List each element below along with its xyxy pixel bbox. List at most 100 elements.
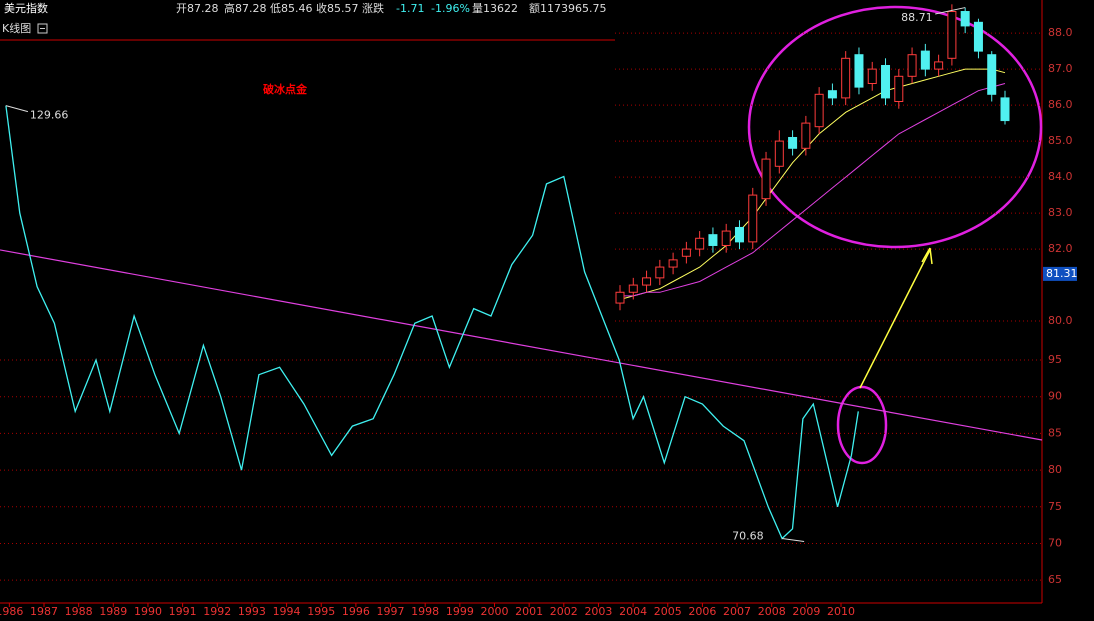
x-tick-label: 1992 xyxy=(203,605,231,618)
quote-item: 开87.28 xyxy=(176,2,219,15)
candle-body xyxy=(642,277,652,286)
x-tick-label: 2009 xyxy=(792,605,820,618)
candle-body xyxy=(628,284,638,293)
moving-average xyxy=(620,83,1006,297)
candle-body xyxy=(761,158,771,200)
symbol: 美元指数 xyxy=(4,1,48,15)
x-tick-label: 1989 xyxy=(99,605,127,618)
x-tick-label: 2001 xyxy=(515,605,543,618)
candle-body xyxy=(960,11,970,27)
x-tick-label: 1995 xyxy=(307,605,335,618)
candle-body xyxy=(788,136,798,149)
x-tick-label: 2006 xyxy=(688,605,716,618)
y-tick-label: 80 xyxy=(1048,463,1062,476)
candle-body xyxy=(721,230,731,246)
candle-body xyxy=(668,259,678,268)
y2-tick-label: 85.0 xyxy=(1048,134,1073,147)
price-line xyxy=(5,105,859,540)
candle-body xyxy=(655,266,665,279)
quote-bar: 开87.28 高87.28 低85.46 收85.57 涨跌 -1.71 -1.96% 量13… xyxy=(176,1,606,15)
label-leader xyxy=(782,538,805,542)
x-tick-label: 1999 xyxy=(446,605,474,618)
arrow-head xyxy=(921,247,933,265)
x-tick-label: 1993 xyxy=(238,605,266,618)
quote-item: 高87.28 xyxy=(224,1,267,15)
candle-body xyxy=(615,291,625,304)
point-label: 70.68 xyxy=(732,529,764,542)
x-tick-label: 2003 xyxy=(584,605,612,618)
candle-body xyxy=(748,194,758,243)
y2-tick-label: 87.0 xyxy=(1048,62,1073,75)
candle-body xyxy=(774,140,784,167)
quote-item: 收85.57 xyxy=(316,1,359,15)
highlight-circle xyxy=(836,385,888,465)
x-tick-label: 1991 xyxy=(169,605,197,618)
x-tick-label: 1997 xyxy=(377,605,405,618)
candle-body xyxy=(695,237,705,250)
y2-tick-label: 83.0 xyxy=(1048,206,1073,219)
candle-body xyxy=(734,226,744,243)
annotation: 破冰点金 xyxy=(263,82,308,96)
quote-item: 涨跌 xyxy=(362,1,384,15)
quote-item: 量13622 xyxy=(472,2,518,15)
candle-body xyxy=(881,65,891,99)
x-tick-label: 2007 xyxy=(723,605,751,618)
candle-body xyxy=(920,50,930,70)
quote-item: 额1173965.75 xyxy=(529,2,606,15)
x-tick-label: 1994 xyxy=(273,605,301,618)
candle-body xyxy=(801,122,811,149)
candle-body xyxy=(681,248,691,257)
y-tick-label: 90 xyxy=(1048,390,1062,403)
candle-body xyxy=(854,54,864,88)
candle-body xyxy=(827,90,837,99)
candle-body xyxy=(947,11,957,59)
x-tick-label: 1990 xyxy=(134,605,162,618)
candle-body xyxy=(867,68,877,85)
x-tick-label: 1988 xyxy=(65,605,93,618)
view-label[interactable]: K线图 xyxy=(2,21,31,35)
label-leader xyxy=(5,105,29,113)
point-label: 129.66 xyxy=(30,109,69,122)
x-tick-label: 1987 xyxy=(30,605,58,618)
y-tick-label: 70 xyxy=(1048,536,1062,549)
y2-tick-label: 80.0 xyxy=(1048,314,1073,327)
x-tick-label: 2010 xyxy=(827,605,855,618)
y-tick-label: 85 xyxy=(1048,426,1062,439)
trendline xyxy=(0,249,1043,441)
x-tick-label: 1996 xyxy=(342,605,370,618)
moving-average xyxy=(619,68,1006,300)
y2-tick-label: 86.0 xyxy=(1048,98,1073,111)
quote-item: -1.96% xyxy=(431,2,470,15)
y-tick-label: 65 xyxy=(1048,573,1062,586)
candle-body xyxy=(1000,97,1010,122)
highlight-circle xyxy=(747,5,1043,249)
x-tick-label: 2005 xyxy=(654,605,682,618)
y2-tick-label: 88.0 xyxy=(1048,26,1073,39)
x-tick-label: 2002 xyxy=(550,605,578,618)
x-tick-label: 1986 xyxy=(0,605,23,618)
x-tick-label: 2008 xyxy=(758,605,786,618)
y-tick-label: 95 xyxy=(1048,353,1062,366)
x-tick-label: 1998 xyxy=(411,605,439,618)
max-label: 88.71 xyxy=(901,11,933,24)
quote-item: 低85.46 xyxy=(270,2,313,15)
candle-body xyxy=(987,54,997,95)
quote-item: -1.71 xyxy=(396,2,424,15)
candle-body xyxy=(814,93,824,128)
label-leader xyxy=(935,7,966,15)
candle-body xyxy=(894,75,904,102)
last-price-label: 81.31 xyxy=(1046,267,1078,280)
candle-body xyxy=(934,61,944,70)
last-price-box xyxy=(1043,266,1077,281)
x-tick-label: 2000 xyxy=(480,605,508,618)
x-tick-label: 2004 xyxy=(619,605,647,618)
y2-tick-label: 84.0 xyxy=(1048,170,1073,183)
collapse-button[interactable] xyxy=(37,23,48,34)
candle-body xyxy=(907,54,917,77)
arrow xyxy=(859,249,931,389)
y-tick-label: 75 xyxy=(1048,500,1062,513)
candle-body xyxy=(841,57,851,99)
candle-body xyxy=(973,21,983,52)
y2-tick-label: 82.0 xyxy=(1048,242,1073,255)
